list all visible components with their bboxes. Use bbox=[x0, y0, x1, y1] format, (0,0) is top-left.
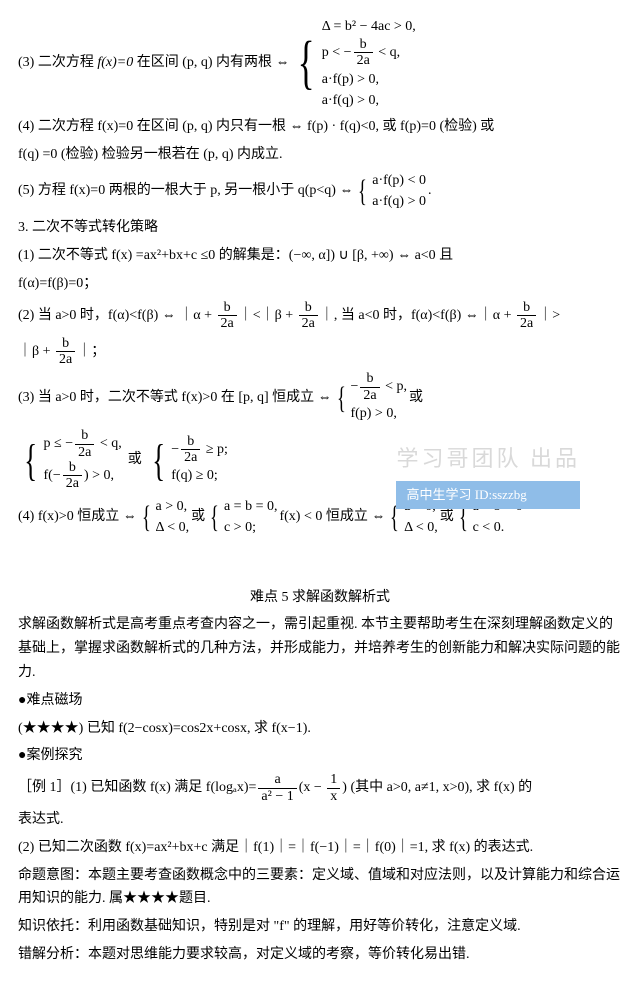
t: a = b = 0, bbox=[224, 496, 278, 517]
t: (x − bbox=[299, 780, 326, 795]
c1: a·f(p) < 0 bbox=[372, 170, 426, 191]
ex1: ［例 1］(1) 已知函数 f(x) 满足 f(logₐx)=aa² − 1(x… bbox=[18, 772, 622, 804]
t: 或 bbox=[409, 386, 423, 410]
n: b bbox=[360, 371, 379, 387]
p5-2: (★★★★) 已知 f(2−cosx)=cos2x+cosx, 求 f(x−1)… bbox=[18, 717, 622, 741]
d: 2a bbox=[56, 352, 75, 367]
ex1d: 表达式. bbox=[18, 808, 622, 832]
t: f(− bbox=[44, 468, 61, 483]
sec3-1a: (1) 二次不等式 f(x) =ax²+bx+c ≤0 的解集是：(−∞, α]… bbox=[18, 244, 622, 268]
t: ｜β + bbox=[18, 344, 54, 359]
t: ) > 0, bbox=[84, 468, 114, 483]
n: b bbox=[63, 460, 82, 476]
t: (3) 二次方程 bbox=[18, 55, 97, 70]
n: b bbox=[218, 300, 237, 316]
t: ) (其中 a>0, a≠1, x>0), 求 f(x) 的 bbox=[342, 780, 532, 795]
t: (4) f(x)>0 恒成立 ⇔ bbox=[18, 505, 137, 529]
t: p ≤ − bbox=[44, 436, 74, 451]
t: < p, bbox=[382, 379, 407, 394]
t: p < − bbox=[322, 45, 352, 60]
p5-1: 求解函数解析式是高考重点考查内容之一，需引起重视. 本节主要帮助考生在深刻理解函… bbox=[18, 613, 622, 684]
pc: 错解分析：本题对思维能力要求较高，对定义域的考察，等价转化易出错. bbox=[18, 943, 622, 967]
t: (2) 当 a>0 时，f(α)<f(β) ⇔ ｜α + bbox=[18, 308, 216, 323]
t: ｜<｜β + bbox=[239, 308, 297, 323]
t: (5) 方程 f(x)=0 两根的一根大于 p, 另一根小于 q(p<q) ⇔ bbox=[18, 179, 353, 203]
n: a bbox=[258, 772, 296, 788]
brace: { a·f(p) < 0 a·f(q) > 0 bbox=[355, 170, 426, 212]
c3: a·f(p) > 0, bbox=[322, 69, 416, 90]
item-4a: (4) 二次方程 f(x)=0 在区间 (p, q) 内只有一根 ⇔ f(p) … bbox=[18, 115, 622, 139]
t: c > 0; bbox=[224, 517, 278, 538]
d: 2a bbox=[181, 450, 200, 465]
t: a < 0, bbox=[404, 496, 438, 517]
pb: 知识依托：利用函数基础知识，特别是对 "f" 的理解，用好等价转化，注意定义域. bbox=[18, 915, 622, 939]
t: . bbox=[428, 179, 432, 203]
t: − bbox=[350, 379, 358, 394]
t: a > 0, bbox=[156, 496, 190, 517]
n: b bbox=[56, 336, 75, 352]
sec3: 3. 二次不等式转化策略 bbox=[18, 216, 622, 240]
n: b bbox=[75, 428, 94, 444]
n: b bbox=[354, 37, 373, 53]
d: a² − 1 bbox=[258, 789, 296, 804]
brace: { Δ = b² − 4ac > 0, p < −b2a < q, a·f(p)… bbox=[292, 16, 416, 111]
n: b bbox=[517, 300, 536, 316]
t: f(x) < 0 恒成立 ⇔ bbox=[279, 505, 385, 529]
t: 或 bbox=[440, 505, 454, 529]
n: b bbox=[299, 300, 318, 316]
t: a = b = 0 bbox=[473, 496, 523, 517]
ex2: (2) 已知二次函数 f(x)=ax²+bx+c 满足｜f(1)｜=｜f(−1)… bbox=[18, 836, 622, 860]
pa: 命题意图：本题主要考查函数概念中的三要素：定义域、值域和对应法则，以及计算能力和… bbox=[18, 864, 622, 912]
brace: { −b2a ≥ p; f(q) ≥ 0; bbox=[148, 434, 228, 487]
d: x bbox=[327, 789, 340, 804]
t: < q, bbox=[375, 45, 400, 60]
d: 2a bbox=[517, 316, 536, 331]
sec3-2b: ｜β + b2a｜； bbox=[18, 336, 622, 368]
t: Δ < 0, bbox=[404, 517, 438, 538]
d: 2a bbox=[354, 53, 373, 68]
t: f(p) > 0, bbox=[350, 403, 407, 424]
d: 2a bbox=[75, 445, 94, 460]
t: (3) 当 a>0 时，二次不等式 f(x)>0 在 [p, q] 恒成立 ⇔ bbox=[18, 386, 332, 410]
t: 或 bbox=[191, 505, 205, 529]
t: − bbox=[171, 442, 179, 457]
brace: { −b2a < p, f(p) > 0, bbox=[334, 371, 407, 424]
sec3-3c: { p ≤ −b2a < q, f(−b2a) > 0, 或 { −b2a ≥ … bbox=[18, 428, 622, 492]
d: 2a bbox=[63, 476, 82, 491]
t: 或 bbox=[128, 448, 142, 472]
t: ≥ p; bbox=[202, 442, 228, 457]
t: f(q) ≥ 0; bbox=[171, 465, 228, 486]
d: 2a bbox=[299, 316, 318, 331]
t: 在区间 (p, q) 内有两根 ⇔ bbox=[133, 55, 289, 70]
sec3-4: (4) f(x)>0 恒成立 ⇔ {a > 0,Δ < 0, 或 {a = b … bbox=[18, 496, 622, 538]
item-3: (3) 二次方程 f(x)=0 在区间 (p, q) 内有两根 ⇔ { Δ = … bbox=[18, 16, 622, 111]
t: < q, bbox=[96, 436, 121, 451]
t: ｜, 当 a<0 时，f(α)<f(β) ⇔｜α + bbox=[320, 308, 515, 323]
t: Δ < 0, bbox=[156, 517, 190, 538]
t: f(x)=0 bbox=[97, 55, 133, 70]
p5-h1: ●难点磁场 bbox=[18, 689, 622, 713]
sec3-3: (3) 当 a>0 时，二次不等式 f(x)>0 在 [p, q] 恒成立 ⇔ … bbox=[18, 371, 622, 424]
c1: Δ = b² − 4ac > 0, bbox=[322, 16, 416, 37]
n: b bbox=[181, 434, 200, 450]
title-5: 难点 5 求解函数解析式 bbox=[18, 586, 622, 610]
c2: a·f(q) > 0 bbox=[372, 191, 426, 212]
t: ［例 1］(1) 已知函数 f(x) 满足 f(logₐx)= bbox=[18, 780, 256, 795]
t: ｜； bbox=[77, 344, 105, 359]
brace: { p ≤ −b2a < q, f(−b2a) > 0, bbox=[20, 428, 122, 492]
sec3-2: (2) 当 a>0 时，f(α)<f(β) ⇔ ｜α + b2a｜<｜β + b… bbox=[18, 300, 622, 332]
item-4b: f(q) =0 (检验) 检验另一根若在 (p, q) 内成立. bbox=[18, 143, 622, 167]
t: c < 0. bbox=[473, 517, 523, 538]
sec3-1b: f(α)=f(β)=0； bbox=[18, 272, 622, 296]
p5-h2: ●案例探究 bbox=[18, 744, 622, 768]
d: 2a bbox=[360, 388, 379, 403]
n: 1 bbox=[327, 772, 340, 788]
c4: a·f(q) > 0, bbox=[322, 90, 416, 111]
item-5: (5) 方程 f(x)=0 两根的一根大于 p, 另一根小于 q(p<q) ⇔ … bbox=[18, 170, 622, 212]
t: ｜> bbox=[538, 308, 560, 323]
d: 2a bbox=[218, 316, 237, 331]
